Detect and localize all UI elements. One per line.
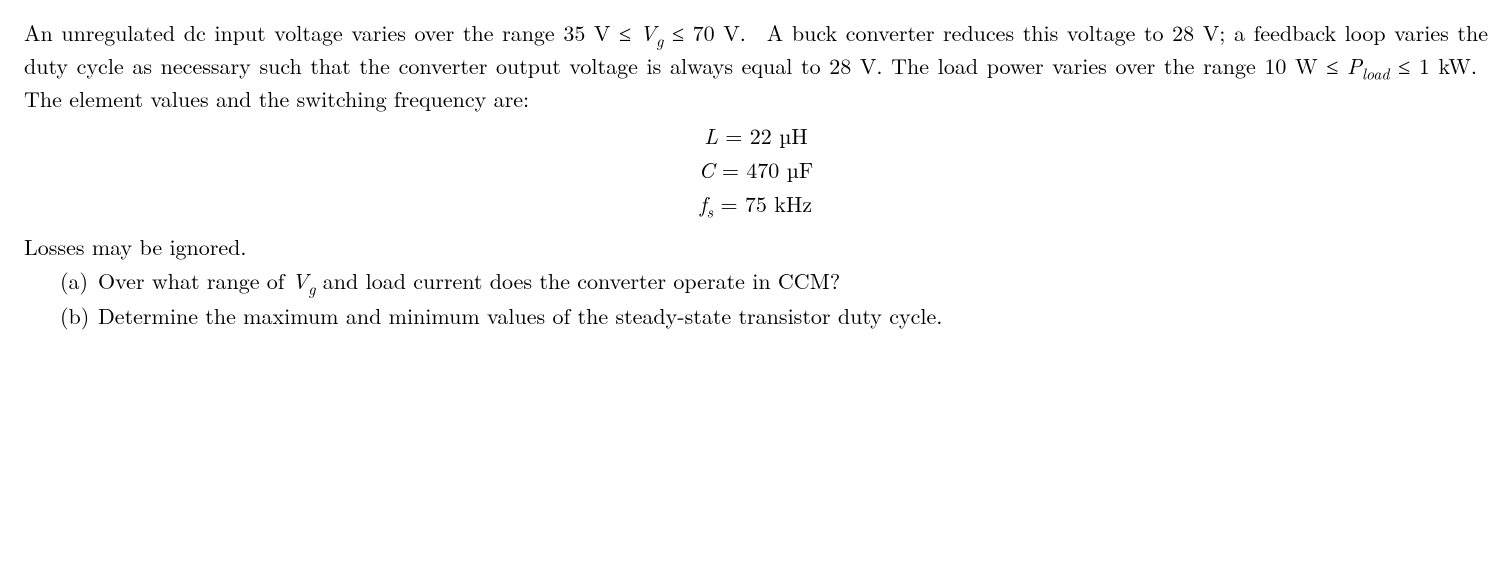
part-b-text: Determine the maximum and minimum values… xyxy=(98,301,1488,331)
part-a: (a) Over what range of Vg and load curre… xyxy=(60,266,1488,299)
part-b-label: (b) xyxy=(60,301,98,331)
problem-intro: An unregulated dc input voltage varies o… xyxy=(24,18,1488,113)
parts-list: (a) Over what range of Vg and load curre… xyxy=(24,266,1488,330)
equation-fs: fs = 75 kHz xyxy=(24,187,1488,224)
equation-L: L = 22 µH xyxy=(24,119,1488,153)
equation-C: C = 470 µF xyxy=(24,153,1488,187)
part-a-label: (a) xyxy=(60,266,98,296)
closing-text: Losses may be ignored. xyxy=(24,232,1488,262)
equations-block: L = 22 µH C = 470 µF fs = 75 kHz xyxy=(24,119,1488,224)
part-b: (b) Determine the maximum and minimum va… xyxy=(60,301,1488,331)
part-a-text: Over what range of Vg and load current d… xyxy=(98,266,1488,299)
